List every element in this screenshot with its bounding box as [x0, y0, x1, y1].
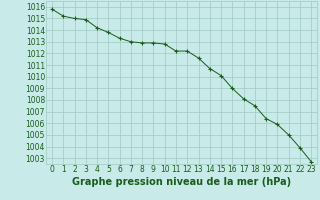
X-axis label: Graphe pression niveau de la mer (hPa): Graphe pression niveau de la mer (hPa): [72, 177, 291, 187]
